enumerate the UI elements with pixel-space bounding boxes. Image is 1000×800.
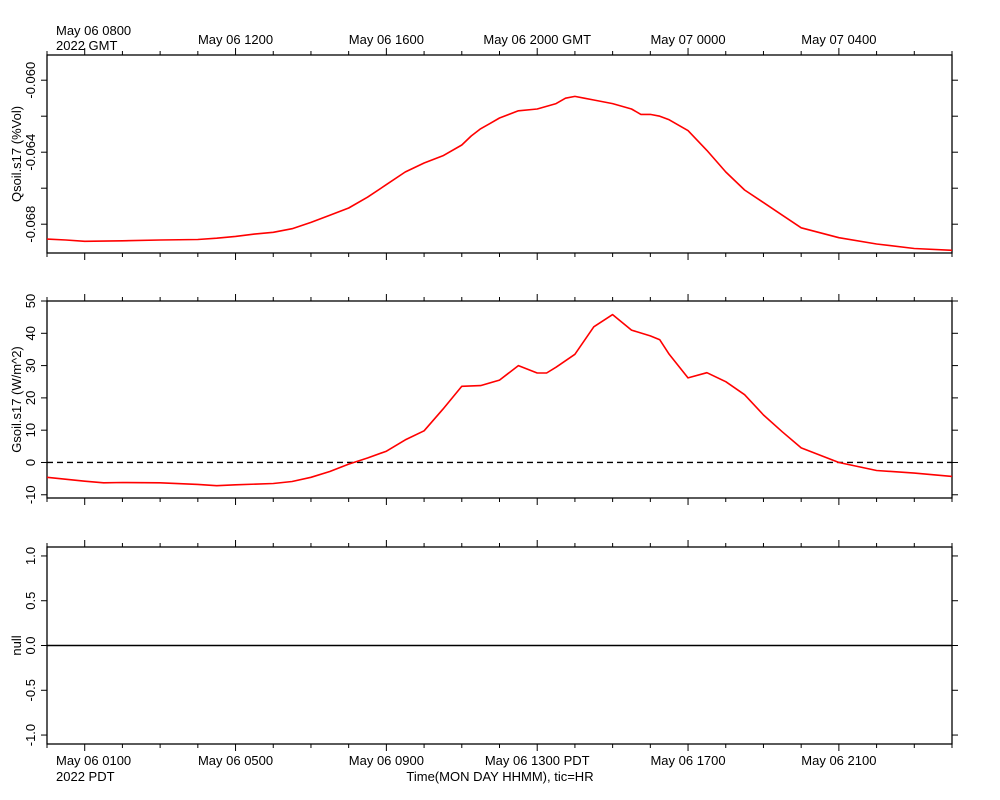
gmt-tick-label: May 06 1600 — [349, 32, 424, 47]
pdt-tick-label: May 06 1700 — [650, 753, 725, 768]
pdt-tick-label: May 06 0500 — [198, 753, 273, 768]
gsoil-frame — [46, 300, 953, 499]
null-ytick-label: 0.0 — [23, 636, 38, 654]
gsoil-ytick-label: 40 — [23, 326, 38, 340]
pdt-time-labels: May 06 0100 May 06 0500 May 06 0900 May 06 … — [56, 753, 876, 768]
qsoil-ytick-label: -0.064 — [23, 134, 38, 171]
pdt-tick-label: May 06 2100 — [801, 753, 876, 768]
qsoil-ytick-label: -0.068 — [23, 206, 38, 243]
qsoil-panel: -0.060 -0.064 -0.068 Qsoil.s17 (%Vol) — [9, 48, 958, 260]
gmt-tick-label: May 06 1200 — [198, 32, 273, 47]
qsoil-ytick-label: -0.060 — [23, 62, 38, 99]
gmt-tick-label: May 06 0800 — [56, 23, 131, 38]
null-panel: -1.0 -0.5 0.0 0.5 1.0 null — [9, 540, 958, 751]
gsoil-series-line — [46, 313, 953, 487]
null-ytick-label: -1.0 — [23, 724, 38, 746]
null-ytick-label: 0.5 — [23, 592, 38, 610]
gmt-year-label: 2022 GMT — [56, 38, 117, 53]
qsoil-series-line — [46, 95, 953, 252]
gmt-tick-label: May 07 0400 — [801, 32, 876, 47]
gmt-time-labels: May 06 0800 May 06 1200 May 06 1600 May 06 … — [56, 23, 876, 47]
gmt-tick-label: May 07 0000 — [650, 32, 725, 47]
gsoil-ytick-label: 10 — [23, 423, 38, 437]
gsoil-y-axis-title: Gsoil.s17 (W/m^2) — [9, 346, 24, 453]
qsoil-frame — [46, 54, 953, 254]
gsoil-ytick-label: 50 — [23, 294, 38, 308]
gsoil-ytick-label: 30 — [23, 358, 38, 372]
pdt-tick-label: May 06 0900 — [349, 753, 424, 768]
gsoil-ytick-label: 20 — [23, 391, 38, 405]
gsoil-ytick-label: 0 — [23, 459, 38, 466]
pdt-tick-label: May 06 1300 PDT — [485, 753, 590, 768]
null-y-axis-title: null — [9, 635, 24, 655]
qsoil-y-axis-title: Qsoil.s17 (%Vol) — [9, 106, 24, 202]
gmt-tick-label: May 06 2000 GMT — [483, 32, 591, 47]
pdt-year-label: 2022 PDT — [56, 769, 115, 784]
null-ytick-label: -0.5 — [23, 679, 38, 701]
gsoil-ytick-label: -10 — [23, 485, 38, 504]
pdt-tick-label: May 06 0100 — [56, 753, 131, 768]
x-axis-title: Time(MON DAY HHMM), tic=HR — [406, 769, 593, 784]
null-ytick-label: 1.0 — [23, 547, 38, 565]
gsoil-panel: -10 0 10 20 30 40 50 Gsoil.s17 (W/m^2) — [9, 294, 958, 505]
